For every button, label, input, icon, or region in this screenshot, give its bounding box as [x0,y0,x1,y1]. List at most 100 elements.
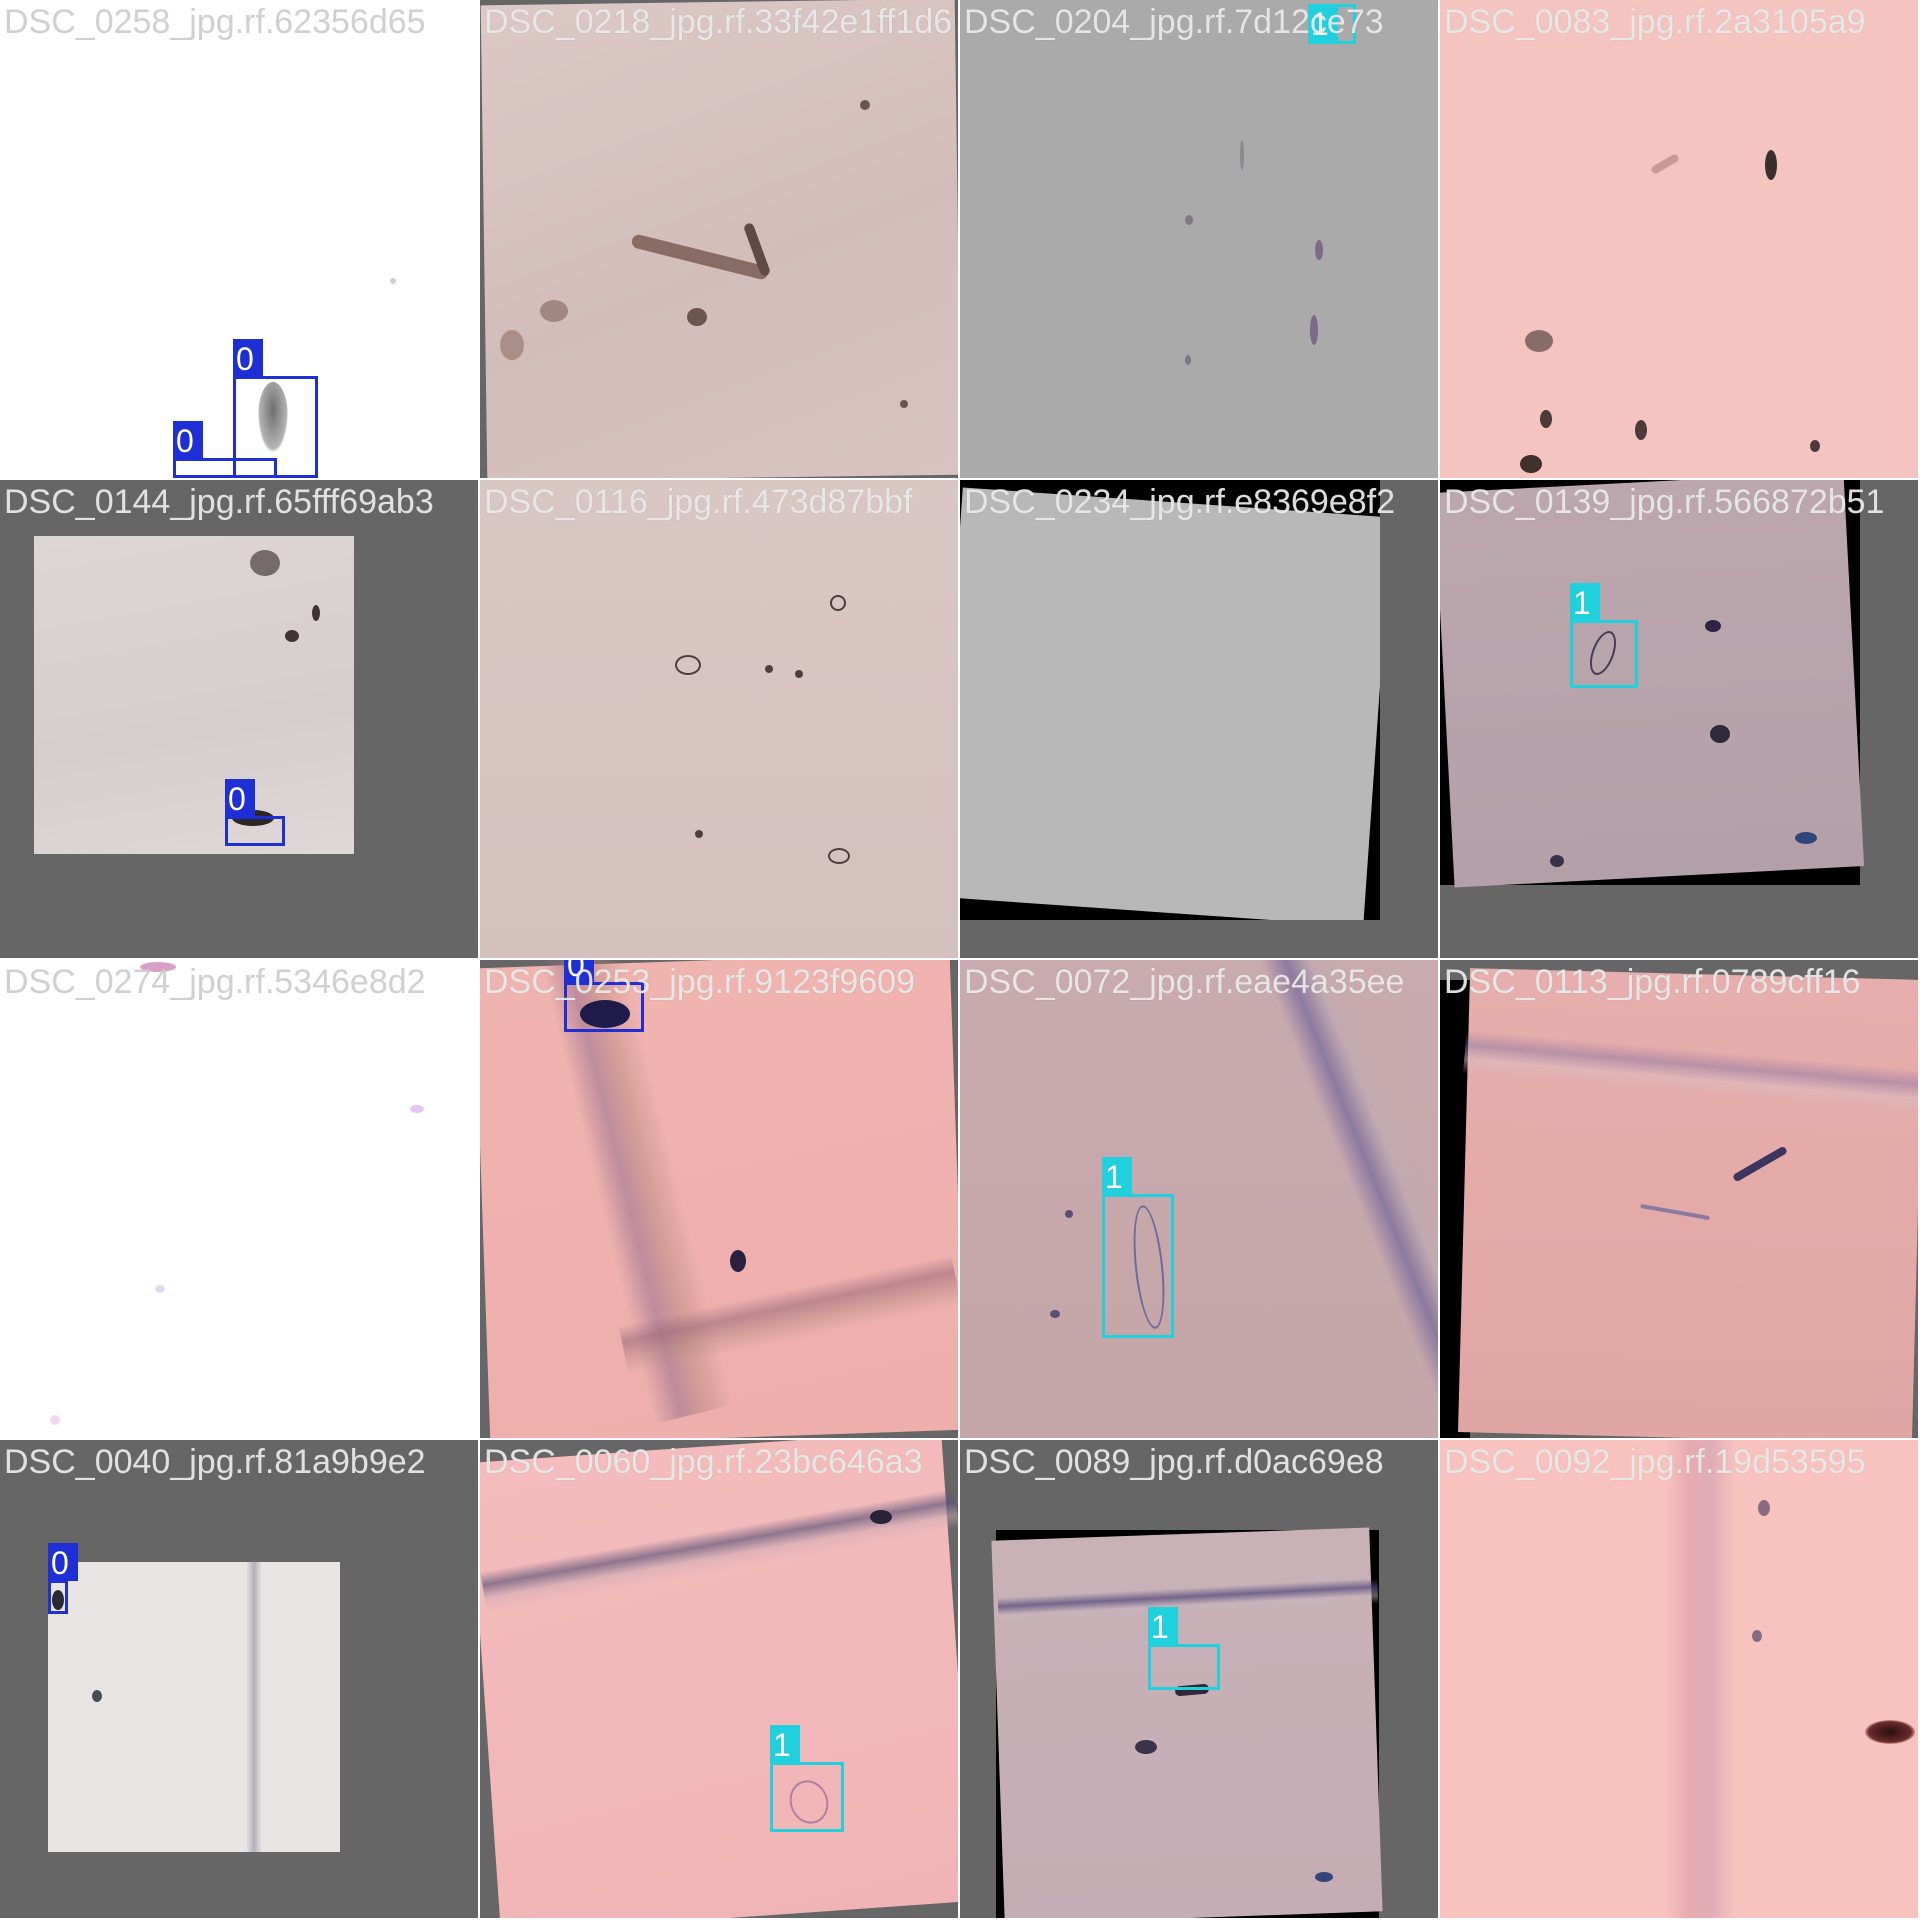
debris-speck [1520,455,1542,473]
detection-label: 0 [564,960,594,983]
tile-photo [0,0,478,478]
debris-speck [1758,1500,1770,1516]
tile-filename: DSC_0144_jpg.rf.65fff69ab3 [4,483,434,521]
detection-label: 1 [1148,1607,1178,1645]
debris-speck [730,1250,746,1272]
debris-speck [1765,150,1777,180]
debris-speck [1315,240,1323,260]
tile-photo [1440,480,1865,888]
debris-speck [1315,1872,1333,1882]
tile-photo [0,960,478,1438]
detection-label: 1 [1570,583,1600,621]
debris-speck [1540,410,1552,428]
cell-outline [828,848,850,864]
detection-label: 0 [233,339,263,377]
tile-8: 1 DSC_0139_jpg.rf.566872b51 [1440,480,1918,958]
debris-speck [285,630,299,642]
tile-1: 0 0 DSC_0258_jpg.rf.62356d65 [0,0,478,478]
debris-speck [1185,355,1191,365]
tile-photo [480,480,958,958]
channel-band [1665,1440,1735,1918]
detection-box-1: 1 [1148,1607,1220,1690]
debris-speck [1525,330,1553,352]
debris-speck [1810,440,1820,452]
debris-speck [765,665,773,673]
debris-speck [312,605,320,621]
tile-photo [960,0,1438,478]
debris-speck [1310,315,1318,345]
tile-4: DSC_0083_jpg.rf.2a3105a9 [1440,0,1918,478]
debris-speck [1635,420,1647,440]
cell-outline [675,655,701,675]
detection-box-1: 1 [1570,583,1638,688]
color-speck [140,962,176,972]
tile-11: 1 DSC_0072_jpg.rf.eae4a35ee [960,960,1438,1438]
detection-label: 0 [48,1543,78,1581]
detection-box-1: 1 [1308,4,1356,44]
debris-speck [540,300,568,322]
debris-speck [870,1510,892,1524]
debris-speck [1865,1720,1915,1744]
tile-16: DSC_0092_jpg.rf.19d53595 [1440,1440,1918,1918]
tile-6: DSC_0116_jpg.rf.473d87bbf [480,480,958,958]
cell-outline [830,595,846,611]
debris-speck [52,1590,64,1610]
debris-speck [1135,1740,1157,1754]
detection-label: 1 [1308,4,1338,42]
tile-filename: DSC_0089_jpg.rf.d0ac69e8 [964,1443,1384,1481]
debris-speck [92,1690,102,1702]
debris-speck [1065,1210,1073,1218]
tile-2: DSC_0218_jpg.rf.33f42e1ff1d6 [480,0,958,478]
detection-box-0: 0 [173,421,277,478]
detection-label: 0 [225,779,255,817]
color-speck [155,1285,165,1293]
detection-box-0: 0 [48,1543,78,1614]
debris-speck [1795,832,1817,844]
debris-speck [687,308,707,326]
pad-gray-right [1380,480,1438,958]
debris-speck [1752,1630,1762,1642]
detection-box-1: 1 [770,1725,844,1832]
tile-15: 1 DSC_0089_jpg.rf.d0ac69e8 [960,1440,1438,1918]
debris-speck [900,400,908,408]
sperm-head-shape [258,382,288,452]
tile-13: 0 DSC_0040_jpg.rf.81a9b9e2 [0,1440,478,1918]
tile-photo [1440,0,1918,478]
debris-speck [695,830,703,838]
tile-7: DSC_0234_jpg.rf.e8369e8f2 [960,480,1438,958]
tile-10: 0 DSC_0253_jpg.rf.9123f9609 [480,960,958,1438]
tile-14: 1 DSC_0060_jpg.rf.23bc646a3 [480,1440,958,1918]
debris-speck [1705,620,1721,632]
debris-speck [250,550,280,576]
speck [390,278,396,284]
detection-box-0: 0 [225,779,285,846]
debris-speck [580,1000,630,1028]
debris-speck [1240,140,1244,170]
color-speck [50,1415,60,1425]
tile-photo [34,536,354,854]
detection-box-0: 0 [564,960,644,1032]
tile-9: DSC_0274_jpg.rf.5346e8d2 [0,960,478,1438]
debris-speck [860,100,870,110]
tile-photo [48,1562,340,1852]
debris-speck [1185,215,1193,225]
channel-band [246,1562,262,1852]
detection-label: 1 [770,1725,800,1763]
debris-speck [500,330,524,360]
detection-label: 0 [173,421,203,459]
detection-box-1: 1 [1102,1157,1174,1338]
detection-label: 1 [1102,1157,1132,1195]
tile-photo [480,0,958,478]
debris-speck [1710,725,1730,743]
color-speck [410,1105,424,1113]
tile-photo [960,487,1392,927]
debris-speck [1050,1310,1060,1318]
tile-5: 0 DSC_0144_jpg.rf.65fff69ab3 [0,480,478,958]
debris-speck [1550,855,1564,867]
pad-gray-bottom [960,920,1438,958]
tile-filename: DSC_0040_jpg.rf.81a9b9e2 [4,1443,426,1481]
debris-speck [795,670,803,678]
tile-12: DSC_0113_jpg.rf.0789cff16 [1440,960,1918,1438]
tile-3: 1 DSC_0204_jpg.rf.7d12ce73 [960,0,1438,478]
